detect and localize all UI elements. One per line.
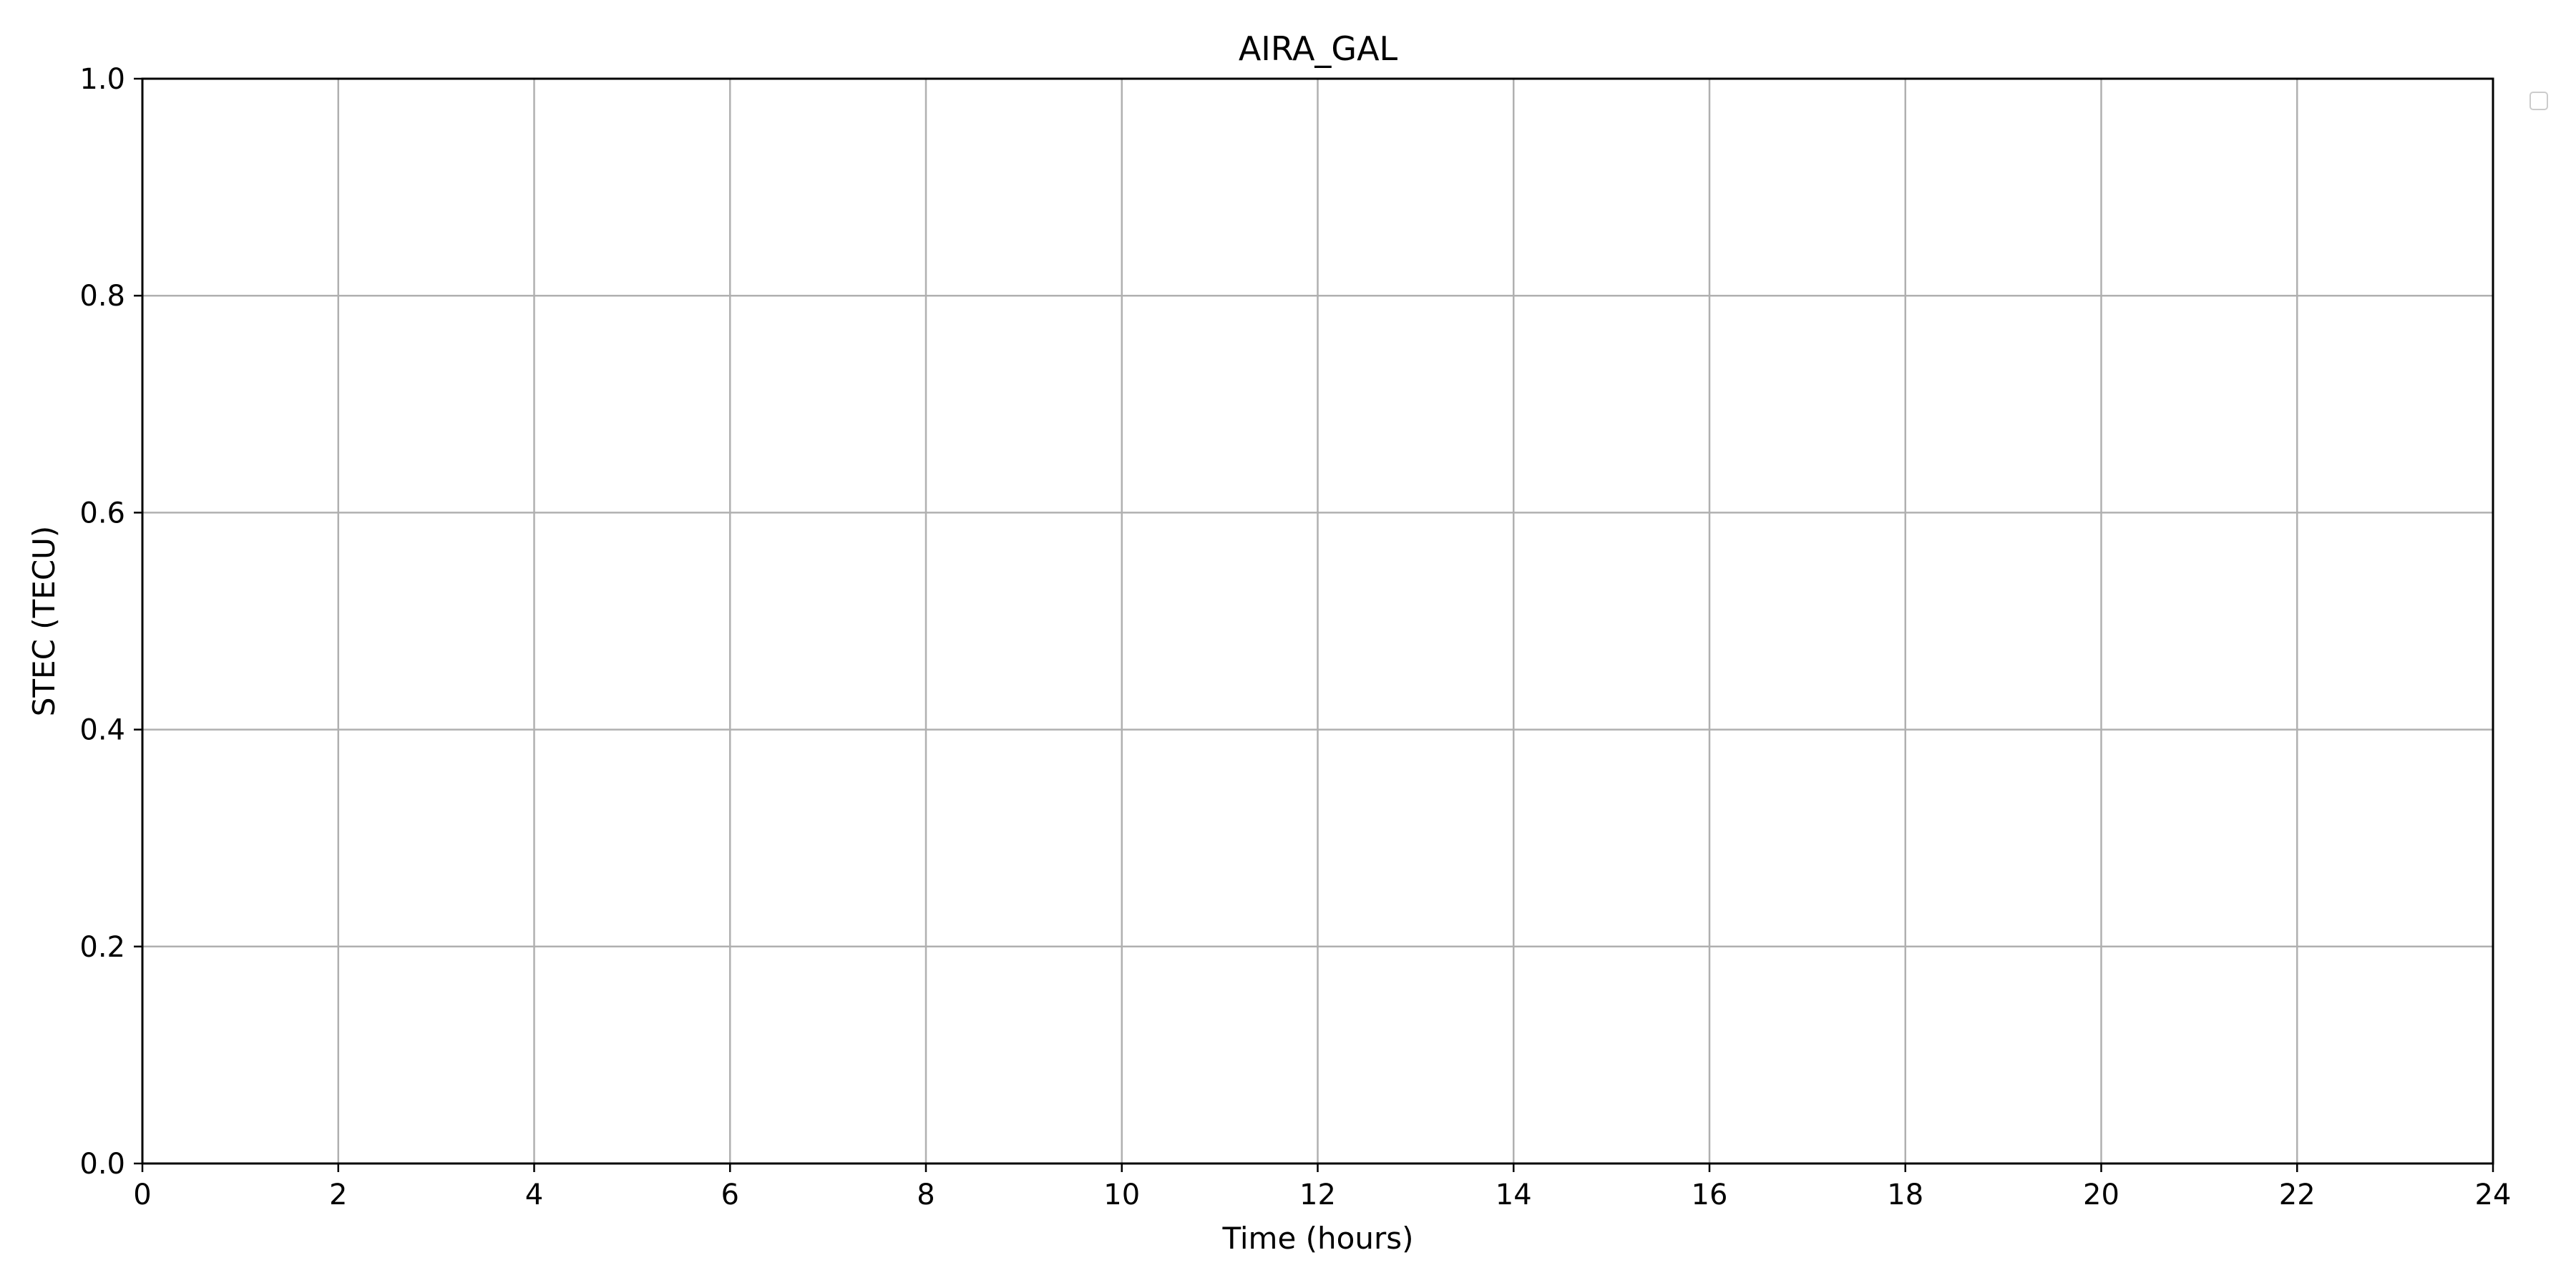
x-tick-label: 12 (1299, 1179, 1336, 1211)
x-tick-label: 10 (1103, 1179, 1140, 1211)
x-tick-label: 22 (2279, 1179, 2316, 1211)
x-tick-label: 8 (917, 1179, 935, 1211)
x-axis: 0 2 4 6 8 10 12 14 16 18 20 22 24 (133, 1163, 2511, 1211)
x-tick-label: 6 (721, 1179, 739, 1211)
y-tick-label: 0.4 (79, 714, 125, 747)
y-tick-label: 0.0 (79, 1148, 125, 1181)
x-axis-label: Time (hours) (1222, 1221, 1414, 1256)
x-tick-label: 4 (525, 1179, 543, 1211)
legend-box (2529, 92, 2548, 110)
x-tick-label: 18 (1887, 1179, 1923, 1211)
chart-title: AIRA_GAL (1239, 29, 1398, 68)
y-axis: 0.0 0.2 0.4 0.6 0.8 1.0 (79, 63, 142, 1181)
x-tick-label: 2 (329, 1179, 347, 1211)
x-tick-label: 24 (2475, 1179, 2512, 1211)
x-tick-label: 14 (1496, 1179, 1532, 1211)
y-tick-label: 1.0 (79, 63, 125, 96)
y-axis-label: STEC (TECU) (26, 526, 62, 717)
x-tick-label: 0 (133, 1179, 151, 1211)
y-tick-label: 0.2 (79, 931, 125, 964)
x-tick-label: 20 (2083, 1179, 2119, 1211)
y-tick-label: 0.8 (79, 280, 125, 313)
x-tick-label: 16 (1692, 1179, 1728, 1211)
y-tick-label: 0.6 (79, 497, 125, 530)
